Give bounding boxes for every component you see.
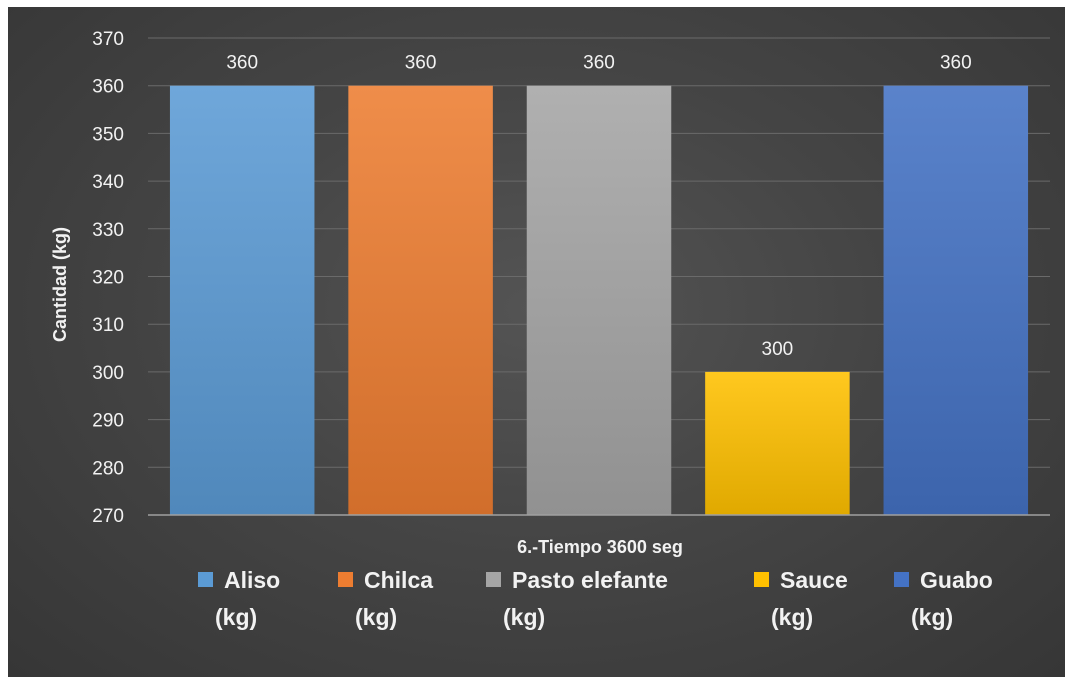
legend-item: Guabo (kg): [894, 567, 993, 630]
data-labels: 360 360 360 300 360: [226, 53, 971, 360]
y-tick-label: 280: [92, 458, 124, 479]
y-tick-label: 270: [92, 506, 124, 527]
x-axis-title: 6.-Tiempo 3600 seg: [517, 537, 683, 557]
data-label: 360: [940, 53, 972, 74]
legend-label: (kg): [911, 604, 953, 630]
bar-sauce: [705, 371, 850, 515]
legend-label: Sauce: [780, 567, 848, 593]
y-tick-label: 310: [92, 315, 124, 336]
y-axis-ticks: 270 280 290 300 310 320 330 340 350 360 370: [92, 29, 124, 527]
y-tick-label: 320: [92, 268, 124, 289]
legend-swatch: [198, 572, 213, 587]
bar-guabo: [883, 85, 1029, 515]
legend-label: Guabo: [920, 567, 993, 593]
legend-swatch: [486, 572, 501, 587]
legend-swatch: [338, 572, 353, 587]
y-axis-title: Cantidad (kg): [50, 227, 70, 342]
y-tick-label: 300: [92, 363, 124, 384]
legend-swatch: [754, 572, 769, 587]
legend: Aliso(kg)Chilca(kg)Pasto elefante(kg)Sau…: [198, 567, 993, 630]
legend-label: (kg): [215, 604, 257, 630]
legend-item: Chilca (kg): [338, 567, 433, 630]
legend-item: Sauce (kg): [754, 567, 848, 630]
legend-label: (kg): [355, 604, 397, 630]
y-tick-label: 370: [92, 29, 124, 50]
legend-label: (kg): [771, 604, 813, 630]
bar-chilca: [348, 85, 493, 515]
legend-label: (kg): [503, 604, 545, 630]
chart-area: 270 280 290 300 310 320 330 340 350 360 370 360 360…: [8, 7, 1065, 677]
legend-item: Pasto elefante (kg): [486, 567, 668, 630]
data-label: 360: [405, 53, 437, 74]
y-tick-label: 330: [92, 220, 124, 241]
y-tick-label: 350: [92, 124, 124, 145]
data-label: 360: [226, 53, 258, 74]
bar-aliso: [169, 85, 315, 515]
legend-label: Chilca: [364, 567, 433, 593]
bars: [169, 85, 1029, 515]
legend-label: Pasto elefante: [512, 567, 668, 593]
data-label: 300: [762, 339, 794, 360]
y-tick-label: 340: [92, 172, 124, 193]
legend-swatch: [894, 572, 909, 587]
legend-item: Aliso (kg): [198, 567, 280, 630]
y-tick-label: 360: [92, 77, 124, 98]
data-label: 360: [583, 53, 615, 74]
bar-pasto-elefante: [526, 85, 672, 515]
y-tick-label: 290: [92, 411, 124, 432]
legend-label: Aliso: [224, 567, 280, 593]
